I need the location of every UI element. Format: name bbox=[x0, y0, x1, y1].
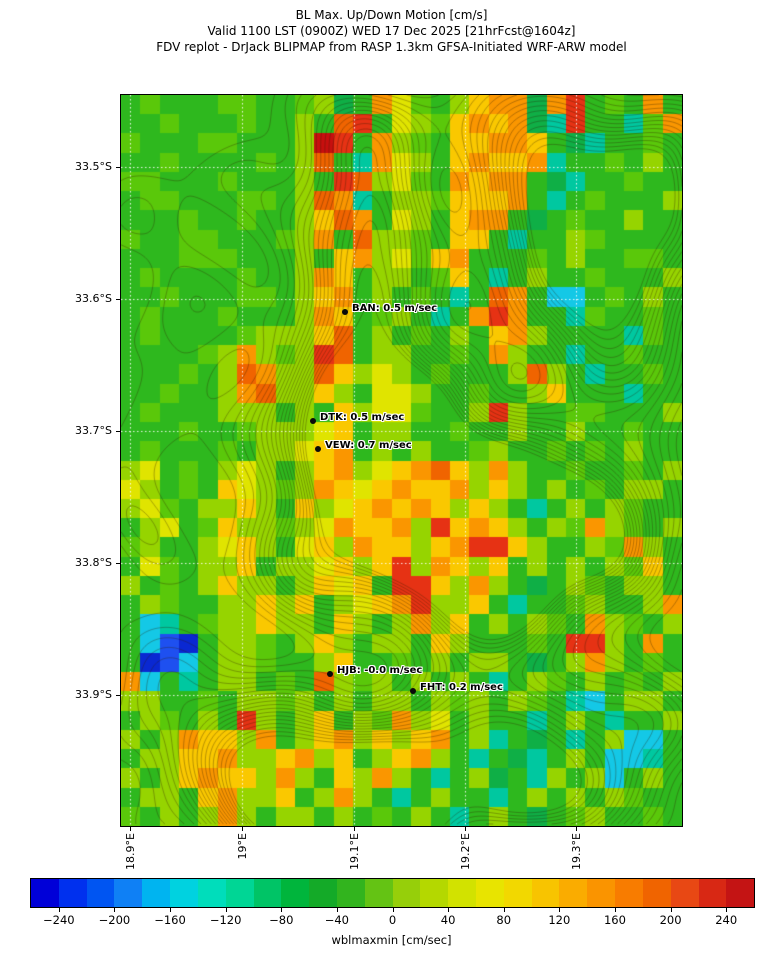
colorbar-tickmark bbox=[614, 908, 616, 912]
axis-tickmark bbox=[130, 827, 131, 831]
colorbar-tickmark bbox=[670, 908, 672, 912]
axis-tickmark bbox=[116, 431, 120, 432]
plot-title-line2: Valid 1100 LST (0900Z) WED 17 Dec 2025 [… bbox=[207, 24, 576, 38]
axis-tickmark bbox=[116, 695, 120, 696]
axis-tickmark bbox=[116, 167, 120, 168]
station-label-FHT: FHT: 0.2 m/sec bbox=[420, 682, 503, 693]
map-panel: BAN: 0.5 m/sec DTK: 0.5 m/sec VEW: 0.7 m/s… bbox=[120, 94, 683, 827]
colorbar-cell-17 bbox=[503, 879, 532, 907]
colorbar-cell-23 bbox=[670, 879, 699, 907]
colorbar-cell-22 bbox=[642, 879, 671, 907]
colorbar-cell-19 bbox=[559, 879, 588, 907]
plot-title-block: BL Max. Up/Down Motion [cm/s] Valid 1100… bbox=[0, 7, 783, 55]
station-dot-DTK bbox=[310, 418, 316, 424]
axis-tickmark bbox=[576, 827, 577, 831]
colorbar-tick-label: −200 bbox=[98, 913, 131, 927]
colorbar-tick-label: −120 bbox=[209, 913, 242, 927]
colorbar-tickmark bbox=[336, 908, 338, 912]
axis-tickmark bbox=[465, 827, 466, 831]
colorbar-axis-label: wblmaxmin [cm/sec] bbox=[331, 933, 452, 947]
colorbar-tickmark bbox=[281, 908, 283, 912]
y-tick-label: 33.9°S bbox=[75, 688, 112, 701]
colorbar-tickmark bbox=[726, 908, 728, 912]
colorbar-cell-0 bbox=[31, 879, 59, 907]
colorbar-cell-13 bbox=[392, 879, 421, 907]
station-label-VEW: VEW: 0.7 m/sec bbox=[325, 440, 412, 451]
station-dot-BAN bbox=[342, 309, 348, 315]
axis-tickmark bbox=[116, 299, 120, 300]
station-dot-HJB bbox=[327, 671, 333, 677]
colorbar-cell-10 bbox=[309, 879, 337, 907]
y-tick-label: 33.6°S bbox=[75, 292, 112, 305]
terrain-heatmap-canvas bbox=[121, 95, 682, 826]
colorbar-tick-label: 0 bbox=[388, 913, 397, 927]
station-label-HJB: HJB: -0.0 m/sec bbox=[337, 665, 423, 676]
plot-title-line1: BL Max. Up/Down Motion [cm/s] bbox=[295, 8, 488, 22]
colorbar-cell-1 bbox=[58, 879, 87, 907]
colorbar-tickmark bbox=[225, 908, 227, 912]
colorbar-cell-15 bbox=[448, 879, 476, 907]
y-tick-label: 33.8°S bbox=[75, 556, 112, 569]
y-tick-label: 33.5°S bbox=[75, 160, 112, 173]
colorbar-cell-20 bbox=[587, 879, 616, 907]
station-label-DTK: DTK: 0.5 m/sec bbox=[320, 412, 405, 423]
colorbar-cell-11 bbox=[336, 879, 365, 907]
colorbar-tickmark bbox=[392, 908, 394, 912]
colorbar-tick-label: −80 bbox=[269, 913, 294, 927]
colorbar-cell-21 bbox=[615, 879, 643, 907]
axis-tickmark bbox=[116, 563, 120, 564]
colorbar-tick-label: −40 bbox=[324, 913, 350, 927]
colorbar-cell-18 bbox=[531, 879, 560, 907]
colorbar-cell-12 bbox=[364, 879, 393, 907]
colorbar-tickmark bbox=[114, 908, 116, 912]
colorbar-tick-label: 120 bbox=[548, 913, 571, 927]
y-tick-label: 33.7°S bbox=[75, 424, 112, 437]
axis-tickmark bbox=[242, 827, 243, 831]
colorbar-cell-3 bbox=[114, 879, 143, 907]
colorbar-cell-25 bbox=[726, 879, 755, 907]
colorbar-tickmark bbox=[503, 908, 505, 912]
axis-tickmark bbox=[354, 827, 355, 831]
colorbar-tick-label: 40 bbox=[440, 913, 456, 927]
colorbar-cell-7 bbox=[225, 879, 254, 907]
colorbar-tick-label: −240 bbox=[43, 913, 75, 927]
station-label-BAN: BAN: 0.5 m/sec bbox=[352, 303, 438, 314]
station-dot-FHT bbox=[410, 688, 416, 694]
colorbar-cell-8 bbox=[253, 879, 282, 907]
colorbar-cell-9 bbox=[281, 879, 310, 907]
colorbar-cell-6 bbox=[197, 879, 226, 907]
colorbar-tickmark bbox=[559, 908, 561, 912]
station-dot-VEW bbox=[315, 446, 321, 452]
colorbar-cell-24 bbox=[698, 879, 727, 907]
colorbar-cell-2 bbox=[86, 879, 115, 907]
colorbar-tickmark bbox=[58, 908, 60, 912]
colorbar-tick-label: −160 bbox=[154, 913, 186, 927]
colorbar-cell-14 bbox=[420, 879, 449, 907]
colorbar-cell-16 bbox=[476, 879, 504, 907]
colorbar-cell-4 bbox=[142, 879, 171, 907]
colorbar-cell-5 bbox=[170, 879, 198, 907]
colorbar-tick-label: 240 bbox=[715, 913, 738, 927]
plot-title-line3: FDV replot - DrJack BLIPMAP from RASP 1.… bbox=[156, 40, 627, 54]
colorbar bbox=[30, 878, 755, 908]
colorbar-tick-label: 80 bbox=[496, 913, 512, 927]
colorbar-tick-label: 200 bbox=[659, 913, 682, 927]
colorbar-tickmark bbox=[170, 908, 172, 912]
colorbar-tickmark bbox=[448, 908, 450, 912]
colorbar-tick-label: 160 bbox=[603, 913, 626, 927]
station-annotation-layer: BAN: 0.5 m/sec DTK: 0.5 m/sec VEW: 0.7 m/s… bbox=[121, 95, 682, 826]
